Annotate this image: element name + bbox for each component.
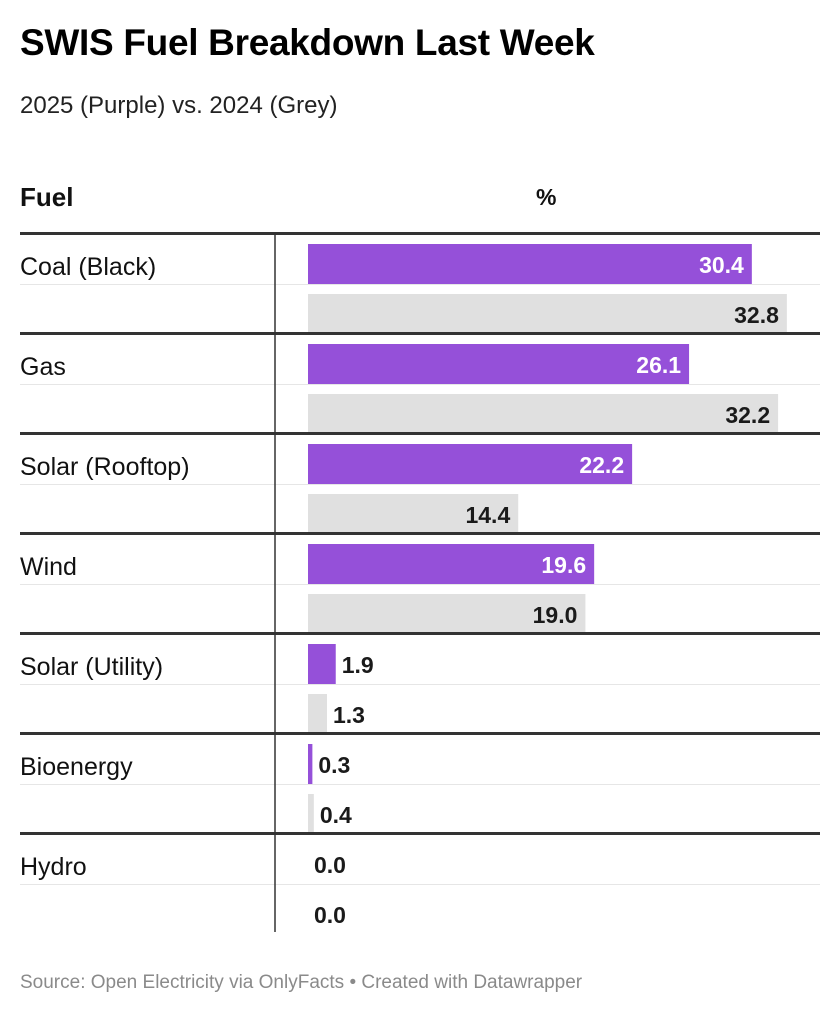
bar-value-label: 30.4	[699, 252, 744, 278]
fuel-group: Wind 19.6 19.0	[20, 544, 820, 634]
bar-2024	[308, 794, 314, 834]
category-label: Coal (Black)	[20, 253, 156, 281]
bar-2025	[308, 344, 690, 384]
fuel-group: Hydro 0.0 0.0	[20, 852, 820, 928]
bar-value-label: 32.8	[734, 302, 779, 328]
bar-value-label: 1.9	[342, 652, 374, 678]
bar-value-label: 22.2	[579, 452, 624, 478]
bar-2025	[308, 544, 595, 584]
chart-subtitle: 2025 (Purple) vs. 2024 (Grey)	[20, 92, 338, 119]
bar-value-label: 14.4	[465, 502, 510, 528]
category-label: Solar (Utility)	[20, 653, 163, 681]
category-label: Wind	[20, 553, 77, 581]
bar-2025	[308, 644, 336, 684]
bar-2024	[308, 594, 586, 634]
category-label: Solar (Rooftop)	[20, 453, 190, 481]
bar-2024	[308, 294, 787, 334]
fuel-group: Gas 26.1 32.2	[20, 344, 820, 434]
bar-2024	[308, 394, 779, 434]
bar-value-label: 0.3	[318, 752, 350, 778]
source-note: Source: Open Electricity via OnlyFacts •…	[20, 972, 583, 993]
bar-value-label: 32.2	[725, 402, 770, 428]
bar-2024	[308, 694, 327, 734]
bar-2025	[308, 444, 633, 484]
chart-title: SWIS Fuel Breakdown Last Week	[20, 22, 595, 63]
bar-2025	[308, 744, 313, 784]
column-header-percent: %	[536, 184, 557, 210]
bar-value-label: 0.0	[314, 902, 346, 928]
bar-value-label: 1.3	[333, 702, 365, 728]
bar-value-label: 26.1	[636, 352, 681, 378]
bar-value-label: 19.6	[541, 552, 586, 578]
bar-value-label: 0.0	[314, 852, 346, 878]
fuel-group: Solar (Rooftop) 22.2 14.4	[20, 444, 820, 534]
fuel-group: Bioenergy 0.3 0.4	[20, 744, 820, 834]
category-label: Hydro	[20, 853, 87, 881]
bar-value-label: 0.4	[320, 802, 352, 828]
category-label: Bioenergy	[20, 753, 133, 781]
bar-2025	[308, 244, 752, 284]
category-label: Gas	[20, 353, 66, 381]
fuel-group: Coal (Black) 30.4 32.8	[20, 244, 820, 334]
fuel-group: Solar (Utility) 1.9 1.3	[20, 644, 820, 734]
bar-2024	[308, 494, 519, 534]
bar-value-label: 19.0	[533, 602, 578, 628]
column-header-fuel: Fuel	[20, 182, 74, 212]
bar-chart: Coal (Black) 30.4 32.8 Gas 26.1 32.2 Solar (Ro…	[20, 232, 820, 932]
